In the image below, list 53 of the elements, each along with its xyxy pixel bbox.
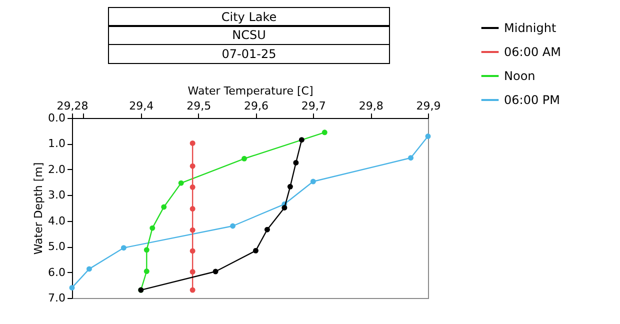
legend-label: 06:00 AM <box>504 45 561 59</box>
x-tick-label: 29,5 <box>186 100 212 112</box>
point <box>425 134 431 139</box>
point <box>212 268 218 274</box>
point <box>253 248 258 254</box>
point <box>190 163 196 169</box>
y-tick-label: 1.0 <box>48 137 66 150</box>
point <box>190 206 196 212</box>
point <box>190 269 196 275</box>
y-tick-label: 7.0 <box>48 292 66 304</box>
y-tick-label: 0.0 <box>48 112 66 124</box>
y-tick-label: 6.0 <box>48 266 66 279</box>
point <box>322 130 328 136</box>
point <box>287 184 293 190</box>
x-tick-label: 29,28 <box>56 100 88 112</box>
point <box>190 140 196 146</box>
point <box>69 284 75 290</box>
point <box>190 227 196 233</box>
y-axis-title: Water Depth [m] <box>32 162 46 255</box>
y-tick-label: 3.0 <box>48 188 66 202</box>
point <box>282 205 288 210</box>
legend-label: 06:00 PM <box>504 93 560 107</box>
point <box>242 156 247 162</box>
y-tick-label: 4.0 <box>48 214 66 228</box>
text: 07-01-25 <box>108 44 390 64</box>
point <box>298 137 304 143</box>
point <box>264 226 270 232</box>
point <box>293 160 299 166</box>
x-tick-label: 29,9 <box>416 100 441 112</box>
x-tick-label: 29,7 <box>301 100 326 112</box>
point <box>408 155 414 161</box>
legend-label: Midnight <box>504 21 556 35</box>
x-tick-label: 29,4 <box>129 100 154 112</box>
x-tick-label: 29,8 <box>358 100 384 112</box>
point <box>144 268 150 274</box>
x-axis-title: Water Temperature [C] <box>188 84 314 98</box>
point <box>190 287 196 293</box>
x-tick-label: 29,6 <box>244 100 268 112</box>
legend-label: Noon <box>504 69 536 83</box>
chart-title: City Lake <box>108 6 390 26</box>
y-tick-label: 2.0 <box>48 162 66 176</box>
point <box>310 178 316 184</box>
point <box>230 223 236 229</box>
point <box>144 247 150 253</box>
point <box>190 184 196 190</box>
point <box>120 245 126 251</box>
point <box>161 204 167 210</box>
point <box>190 248 196 254</box>
y-tick-label: 5.0 <box>48 240 66 254</box>
point <box>150 225 156 231</box>
point <box>178 180 184 186</box>
chart-subtitle: NCSU <box>108 25 390 45</box>
point <box>86 266 92 272</box>
